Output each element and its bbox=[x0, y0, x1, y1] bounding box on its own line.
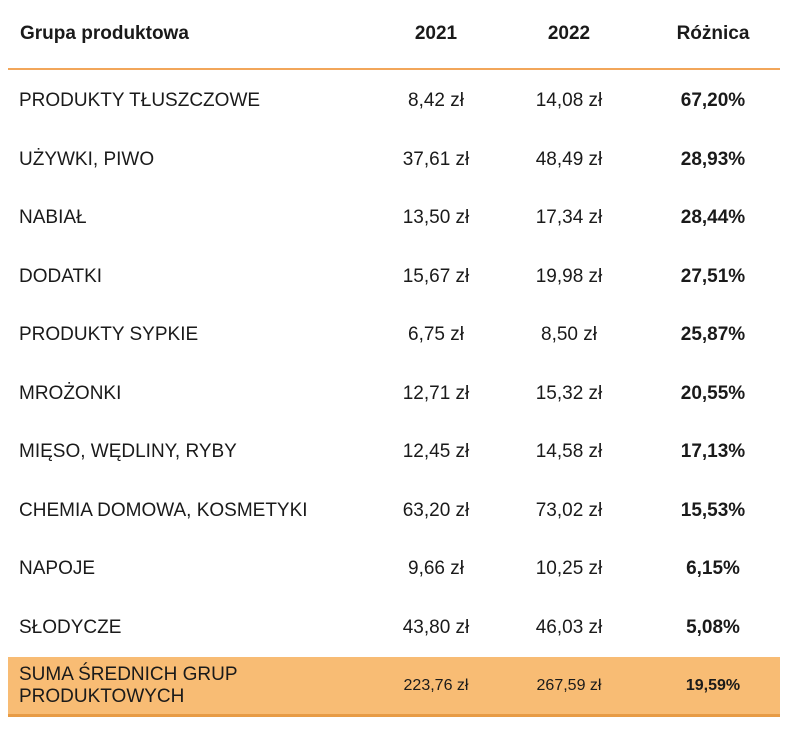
total-difference: 19,59% bbox=[685, 676, 741, 694]
cell-difference: 28,93% bbox=[680, 148, 746, 170]
table-row: MIĘSO, WĘDLINY, RYBY 12,45 zł 14,58 zł 17,1… bbox=[8, 423, 780, 482]
cell-2022: 14,08 zł bbox=[535, 90, 603, 112]
cell-product-group: UŻYWKI, PIWO bbox=[19, 148, 155, 170]
table-row: DODATKI 15,67 zł 19,98 zł 27,51% bbox=[8, 248, 780, 307]
cell-2021: 63,20 zł bbox=[402, 499, 470, 521]
cell-product-group: NAPOJE bbox=[19, 558, 96, 580]
cell-product-group: DODATKI bbox=[19, 265, 103, 287]
price-comparison-table: Grupa produktowa 2021 2022 Różnica PRODU… bbox=[8, 0, 780, 717]
cell-product-group: MROŻONKI bbox=[19, 382, 122, 404]
cell-2021: 12,45 zł bbox=[402, 441, 470, 463]
cell-2022: 48,49 zł bbox=[535, 148, 603, 170]
cell-2021: 8,42 zł bbox=[408, 90, 464, 112]
cell-product-group: SŁODYCZE bbox=[19, 616, 122, 638]
table-row: PRODUKTY TŁUSZCZOWE 8,42 zł 14,08 zł 67,20% bbox=[8, 72, 780, 131]
cell-2021: 12,71 zł bbox=[402, 382, 470, 404]
cell-2021: 13,50 zł bbox=[402, 207, 470, 229]
cell-difference: 5,08% bbox=[686, 616, 740, 638]
cell-2022: 73,02 zł bbox=[535, 499, 603, 521]
cell-difference: 27,51% bbox=[680, 265, 746, 287]
cell-difference: 25,87% bbox=[680, 324, 746, 346]
table-row: NAPOJE 9,66 zł 10,25 zł 6,15% bbox=[8, 540, 780, 599]
header-2022: 2022 bbox=[547, 23, 591, 44]
total-2022: 267,59 zł bbox=[536, 676, 602, 694]
total-2021: 223,76 zł bbox=[403, 676, 469, 694]
table-header: Grupa produktowa 2021 2022 Różnica bbox=[8, 0, 780, 70]
table-total-row: SUMA ŚREDNICH GRUP PRODUKTOWYCH 223,76 z… bbox=[8, 657, 780, 717]
cell-2022: 8,50 zł bbox=[541, 324, 597, 346]
cell-product-group: CHEMIA DOMOWA, KOSMETYKI bbox=[19, 499, 308, 521]
cell-2022: 15,32 zł bbox=[535, 382, 603, 404]
cell-product-group: PRODUKTY SYPKIE bbox=[19, 324, 199, 346]
cell-2021: 6,75 zł bbox=[408, 324, 464, 346]
cell-2021: 37,61 zł bbox=[402, 148, 470, 170]
header-difference: Różnica bbox=[676, 23, 750, 44]
cell-difference: 20,55% bbox=[680, 382, 746, 404]
table-row: NABIAŁ 13,50 zł 17,34 zł 28,44% bbox=[8, 189, 780, 248]
total-label: SUMA ŚREDNICH GRUP PRODUKTOWYCH bbox=[19, 663, 238, 707]
table-row: CHEMIA DOMOWA, KOSMETYKI 63,20 zł 73,02 zł… bbox=[8, 482, 780, 541]
table-row: UŻYWKI, PIWO 37,61 zł 48,49 zł 28,93% bbox=[8, 131, 780, 190]
cell-product-group: MIĘSO, WĘDLINY, RYBY bbox=[19, 441, 237, 463]
cell-2022: 19,98 zł bbox=[535, 265, 603, 287]
table-row: SŁODYCZE 43,80 zł 46,03 zł 5,08% bbox=[8, 599, 780, 658]
header-2021: 2021 bbox=[414, 23, 458, 44]
header-product-group: Grupa produktowa bbox=[20, 23, 189, 44]
cell-2022: 17,34 zł bbox=[535, 207, 603, 229]
cell-2022: 14,58 zł bbox=[535, 441, 603, 463]
table-row: MROŻONKI 12,71 zł 15,32 zł 20,55% bbox=[8, 365, 780, 424]
cell-product-group: NABIAŁ bbox=[19, 207, 87, 229]
cell-difference: 15,53% bbox=[680, 499, 746, 521]
table-body: PRODUKTY TŁUSZCZOWE 8,42 zł 14,08 zł 67,20%… bbox=[8, 72, 780, 657]
cell-2022: 10,25 zł bbox=[535, 558, 603, 580]
cell-2021: 15,67 zł bbox=[402, 265, 470, 287]
cell-2022: 46,03 zł bbox=[535, 616, 603, 638]
cell-difference: 6,15% bbox=[686, 558, 740, 580]
table-row: PRODUKTY SYPKIE 6,75 zł 8,50 zł 25,87% bbox=[8, 306, 780, 365]
cell-difference: 17,13% bbox=[680, 441, 746, 463]
cell-2021: 43,80 zł bbox=[402, 616, 470, 638]
cell-2021: 9,66 zł bbox=[408, 558, 464, 580]
cell-difference: 28,44% bbox=[680, 207, 746, 229]
cell-product-group: PRODUKTY TŁUSZCZOWE bbox=[19, 90, 261, 112]
cell-difference: 67,20% bbox=[680, 90, 746, 112]
